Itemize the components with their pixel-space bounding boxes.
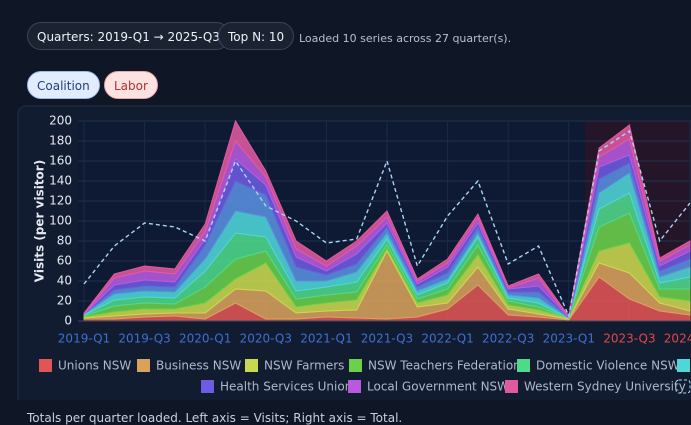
party-toggle[interactable]: Coalition <box>27 71 100 99</box>
y-tick-label: 20 <box>57 294 72 308</box>
y-tick-label: 140 <box>49 174 72 188</box>
x-tick-label: 2019-Q3 <box>118 332 170 346</box>
total-line <box>83 129 691 319</box>
x-tick-label: 2020-Q3 <box>240 332 292 346</box>
legend-label: Domestic Violence NSW <box>536 359 680 373</box>
y-tick-label: 120 <box>49 194 72 208</box>
legend-swatch[interactable] <box>245 359 258 372</box>
legend-label: Western Sydney University <box>524 380 686 394</box>
x-tick-label: 2023-Q1 <box>543 332 595 346</box>
x-tick-label: 2021-Q1 <box>300 332 352 346</box>
legend-label: Local Government NSW <box>367 380 509 394</box>
status-text: Loaded 10 series across 27 quarter(s). <box>299 32 512 45</box>
legend-label: Health Services Union <box>220 380 352 394</box>
legend-swatch[interactable] <box>201 380 214 393</box>
x-tick-label: 2022-Q1 <box>421 332 473 346</box>
x-tick-label: 2021-Q3 <box>361 332 413 346</box>
legend-swatch[interactable] <box>137 359 150 372</box>
legend-swatch[interactable] <box>677 359 690 372</box>
legend-swatch <box>675 379 691 394</box>
y-tick-label: 200 <box>49 114 72 128</box>
legend-swatch[interactable] <box>517 359 530 372</box>
legend-label: Unions NSW <box>58 359 131 373</box>
y-tick-label: 0 <box>64 314 72 328</box>
y-tick-label: 160 <box>49 154 72 168</box>
x-tick-label: 2020-Q1 <box>179 332 231 346</box>
legend-swatch[interactable] <box>39 359 52 372</box>
legend-swatch[interactable] <box>348 380 361 393</box>
quarters-filter[interactable]: Quarters: 2019-Q1 → 2025-Q3 <box>27 22 230 50</box>
area <box>83 119 691 319</box>
x-tick-label: 2024-Q1 <box>664 332 691 346</box>
y-tick-label: 60 <box>57 254 72 268</box>
legend-label: NSW Teachers Federation <box>368 359 521 373</box>
y-tick-label: 100 <box>49 214 72 228</box>
legend-swatch[interactable] <box>349 359 362 372</box>
y-tick-label: 80 <box>57 234 72 248</box>
x-tick-label: 2019-Q1 <box>58 332 110 346</box>
y-tick-label: 180 <box>49 134 72 148</box>
legend-swatch[interactable] <box>505 380 518 393</box>
legend-label: NSW Farmers <box>264 359 344 373</box>
x-tick-label: 2023-Q3 <box>603 332 655 346</box>
y-tick-label: 40 <box>57 274 72 288</box>
footer-note: Totals per quarter loaded. Left axis = V… <box>27 411 403 425</box>
chart: Visits (per visitor) 0 20 40 60 80 100 120 140 1… <box>17 105 691 400</box>
legend-label: Business NSW <box>156 359 241 373</box>
y-axis-label: Visits (per visitor) <box>33 160 47 282</box>
party-toggle[interactable]: Labor <box>104 71 158 99</box>
x-tick-label: 2022-Q3 <box>482 332 534 346</box>
top-n-filter[interactable]: Top N: 10 <box>218 22 295 50</box>
